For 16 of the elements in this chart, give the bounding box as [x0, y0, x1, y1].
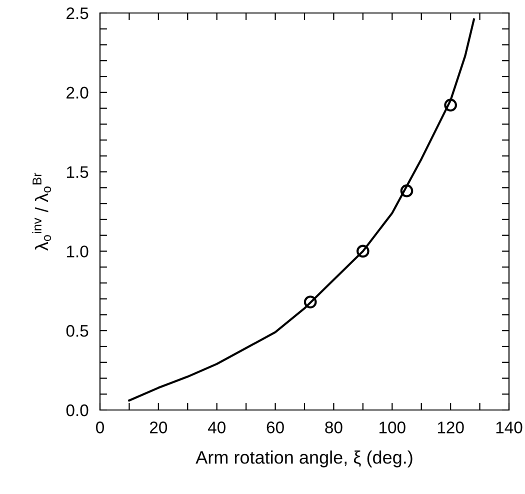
x-tick-label: 20: [150, 422, 168, 434]
y-axis-title: λ$_{o}$$^{inv}$ / λ$_{o}$$^{Br}$: [32, 172, 52, 251]
y-tick-label: 2.5: [66, 7, 88, 20]
y-tick-label: 0.5: [66, 325, 88, 337]
x-tick-label: 40: [208, 422, 226, 434]
x-tick-label: 80: [325, 422, 342, 434]
x-tick-label: 140: [496, 422, 522, 434]
x-tick-label: 0: [96, 422, 104, 434]
y-tick-label: 0.0: [66, 404, 88, 416]
y-tick-label: 1.0: [66, 246, 88, 258]
x-tick-label: 100: [380, 422, 406, 434]
x-tick-label: 60: [266, 422, 284, 434]
x-tick-label: 120: [438, 422, 464, 434]
y-tick-label: 2.0: [66, 86, 88, 99]
y-tick-label: 1.5: [66, 166, 88, 178]
x-axis-title: Arm rotation angle, ξ (deg.): [196, 450, 412, 468]
